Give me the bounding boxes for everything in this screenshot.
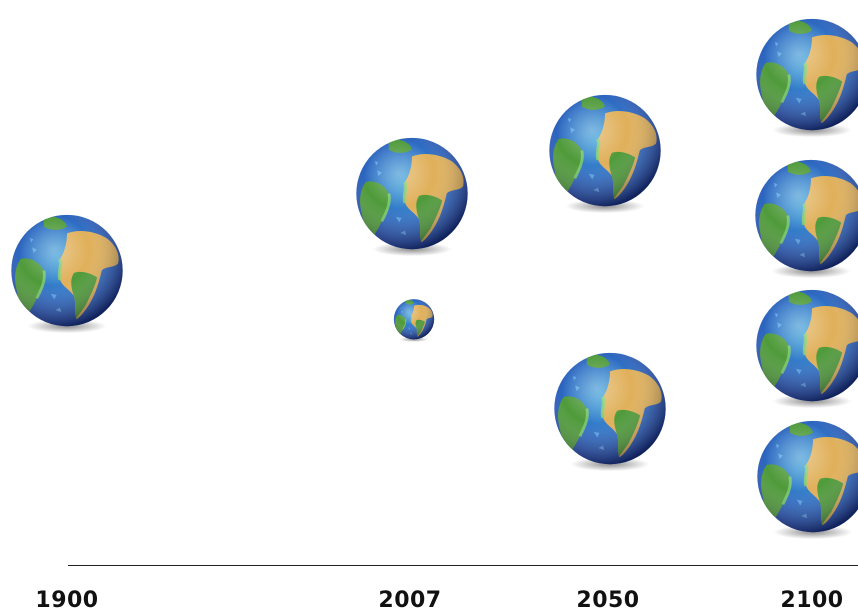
earth-globe-icon (547, 92, 663, 216)
earth-globe-fraction-icon (393, 298, 435, 343)
earth-globe-icon (9, 212, 125, 336)
earth-globe-icon (753, 157, 858, 281)
earth-globe-icon (754, 14, 858, 142)
year-label-2050: 2050 (576, 588, 640, 613)
earth-globe-icon (755, 418, 858, 542)
year-label-2007: 2007 (378, 588, 442, 613)
year-label-1900: 1900 (35, 588, 99, 613)
timeline-axis (68, 565, 858, 566)
earth-globe-icon (552, 350, 668, 474)
earth-globe-icon (354, 135, 470, 259)
earth-globe-icon (754, 287, 858, 411)
year-label-2100: 2100 (780, 588, 844, 613)
